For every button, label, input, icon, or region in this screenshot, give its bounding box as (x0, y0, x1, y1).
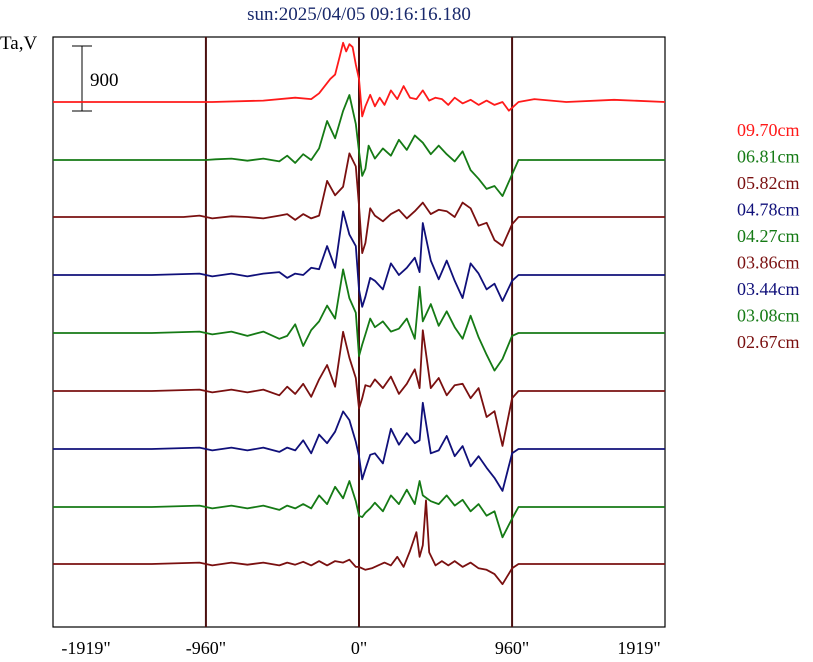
reference-lines (204, 37, 514, 627)
legend-item: 09.70cm (737, 120, 800, 140)
series-line-04.78cm (53, 210, 665, 308)
x-tick-label: -1919" (61, 638, 110, 658)
x-tick-label: 1919" (617, 638, 660, 658)
x-tick-label: 0" (351, 638, 367, 658)
legend-item: 03.44cm (737, 279, 800, 299)
series-group (53, 41, 666, 586)
legend-item: 04.27cm (737, 226, 800, 246)
legend-item: 03.08cm (737, 306, 800, 326)
series-line-04.27cm (53, 268, 665, 372)
series-line-03.86cm (53, 329, 665, 447)
series-line-02.67cm (53, 499, 665, 586)
legend-item: 03.86cm (737, 253, 800, 273)
chart-title: sun:2025/04/05 09:16:16.180 (247, 4, 471, 25)
scale-bar-label: 900 (90, 70, 119, 91)
series-line-03.08cm (53, 480, 665, 539)
legend: 09.70cm 06.81cm 05.82cm 04.78cm 04.27cm 03.86… (737, 120, 800, 352)
legend-item: 06.81cm (737, 147, 800, 167)
scale-bar: 900 (72, 45, 119, 112)
legend-item: 04.78cm (737, 200, 800, 220)
legend-item: 05.82cm (737, 173, 800, 193)
x-tick-label: -960" (186, 638, 226, 658)
series-line-05.82cm (53, 152, 665, 255)
series-line-09.70cm (53, 41, 666, 118)
y-axis-label: Ta,V (0, 33, 37, 54)
series-line-06.81cm (53, 94, 665, 198)
x-tick-label: 960" (495, 638, 529, 658)
x-tick-labels: -1919" -960" 0" 960" 1919" (61, 638, 660, 658)
legend-item: 02.67cm (737, 332, 800, 352)
series-line-03.44cm (53, 401, 665, 492)
